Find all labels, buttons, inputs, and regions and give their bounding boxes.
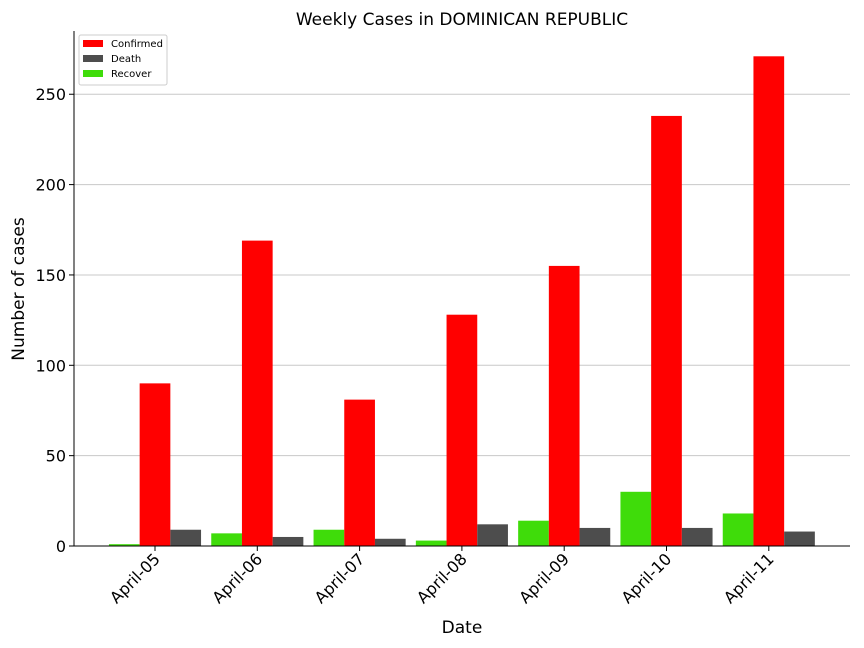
bar-death-april-09	[579, 527, 611, 546]
legend-swatch-confirmed	[83, 40, 103, 47]
y-axis-ticks: 0 50 100 150 200 250	[35, 85, 74, 556]
y-tick-label: 200	[35, 176, 66, 195]
legend: Confirmed Death Recover	[78, 34, 168, 86]
bar-death-april-08	[477, 524, 508, 546]
bar-recover-april-09	[518, 520, 549, 546]
bar-death-april-07	[374, 538, 406, 546]
y-axis-title: Number of cases	[9, 217, 29, 361]
y-tick-label: 0	[56, 537, 66, 556]
legend-swatch-recover	[83, 70, 103, 77]
bar-death-april-06	[272, 536, 304, 546]
legend-label-death: Death	[111, 54, 141, 65]
x-tick-label: April-06	[208, 549, 266, 607]
y-tick-label: 100	[35, 356, 66, 375]
bar-confirmed-april-05	[139, 383, 171, 546]
x-tick-label: April-08	[413, 549, 471, 607]
y-tick-label: 150	[35, 266, 66, 285]
x-tick-label: April-10	[618, 549, 676, 607]
x-axis-title: Date	[442, 618, 483, 638]
bar-recover-april-08	[415, 540, 447, 546]
bar-death-april-05	[170, 529, 202, 546]
bar-death-april-11	[784, 531, 815, 546]
x-tick-label: April-11	[720, 549, 778, 607]
bar-confirmed-april-07	[344, 399, 375, 546]
legend-label-recover: Recover	[111, 69, 152, 80]
x-tick-label: April-07	[311, 549, 369, 607]
gridlines	[74, 93, 850, 457]
legend-label-confirmed: Confirmed	[111, 39, 163, 50]
x-tick-label: April-05	[106, 549, 164, 607]
bar-confirmed-april-11	[753, 56, 785, 546]
bar-death-april-10	[681, 527, 713, 546]
bar-confirmed-april-09	[548, 265, 580, 546]
bar-recover-april-07	[313, 529, 345, 546]
bar-confirmed-april-08	[446, 314, 478, 546]
y-tick-label: 50	[46, 447, 66, 466]
bar-recover-april-06	[211, 533, 242, 546]
y-tick-label: 250	[35, 85, 66, 104]
chart-title: Weekly Cases in DOMINICAN REPUBLIC	[296, 10, 628, 30]
bar-recover-april-10	[620, 491, 652, 546]
bar-confirmed-april-10	[651, 115, 682, 547]
bars	[108, 56, 815, 547]
bar-confirmed-april-06	[241, 240, 273, 547]
x-axis-ticks: April-05 April-06 April-07 April-08 April-09…	[106, 546, 778, 607]
x-tick-label: April-09	[515, 549, 573, 607]
bar-recover-april-11	[722, 513, 754, 546]
legend-swatch-death	[83, 55, 103, 62]
bar-recover-april-05	[108, 544, 140, 546]
